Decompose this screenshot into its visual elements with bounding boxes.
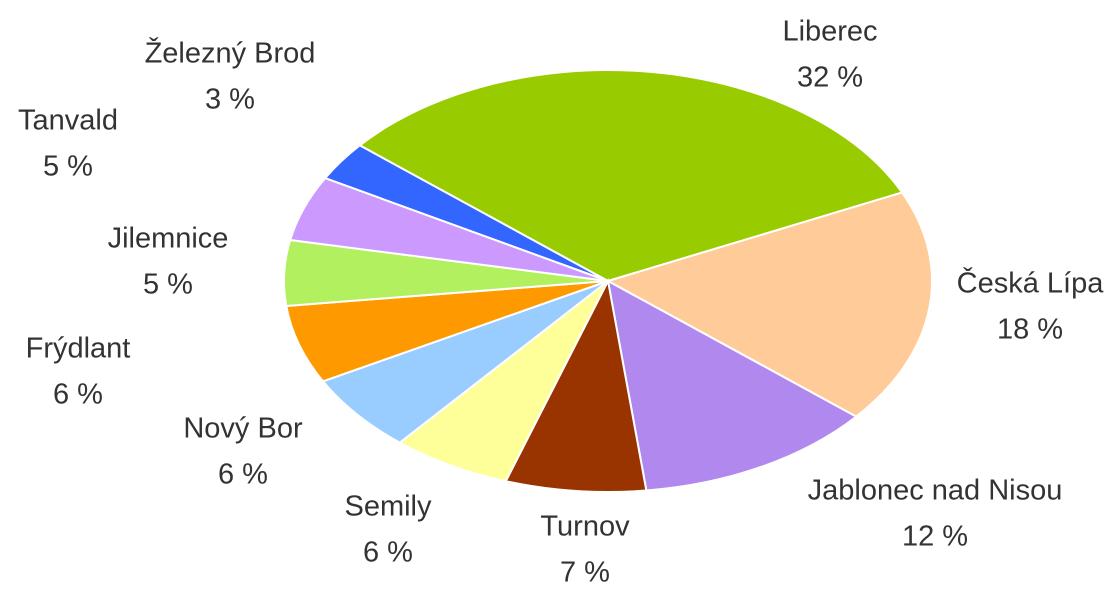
slice-label: Turnov (540, 511, 630, 543)
slice-value-label: 5 % (43, 151, 93, 183)
slice-label: Frýdlant (26, 333, 131, 365)
slice-value-label: 5 % (143, 269, 193, 301)
slice-label: Tanvald (18, 105, 118, 137)
slice-value-label: 7 % (560, 557, 610, 589)
pie-slice (323, 144, 609, 282)
pie-slice (605, 191, 933, 418)
slice-value-label: 6 % (53, 379, 103, 411)
pie-slice (321, 280, 609, 444)
slice-label: Jablonec nad Nisou (808, 475, 1063, 507)
slice-value-label: 6 % (218, 459, 268, 491)
slice-label: Železný Brod (145, 37, 316, 70)
slice-label: Liberec (782, 16, 877, 48)
slice-label: Česká Lípa (957, 266, 1105, 300)
slice-label: Nový Bor (183, 413, 303, 445)
slice-value-label: 3 % (205, 84, 255, 116)
slice-label: Jilemnice (108, 223, 229, 255)
pie-slice (285, 280, 609, 383)
pie-slice (606, 279, 859, 492)
pie-slice (504, 277, 648, 493)
pie-slice (397, 280, 609, 483)
pie-slice (357, 69, 904, 283)
slice-value-label: 18 % (997, 314, 1063, 346)
slice-value-label: 32 % (797, 62, 863, 94)
slice-label: Semily (344, 491, 432, 523)
slice-value-label: 6 % (363, 537, 413, 569)
slice-value-label: 12 % (902, 521, 968, 553)
